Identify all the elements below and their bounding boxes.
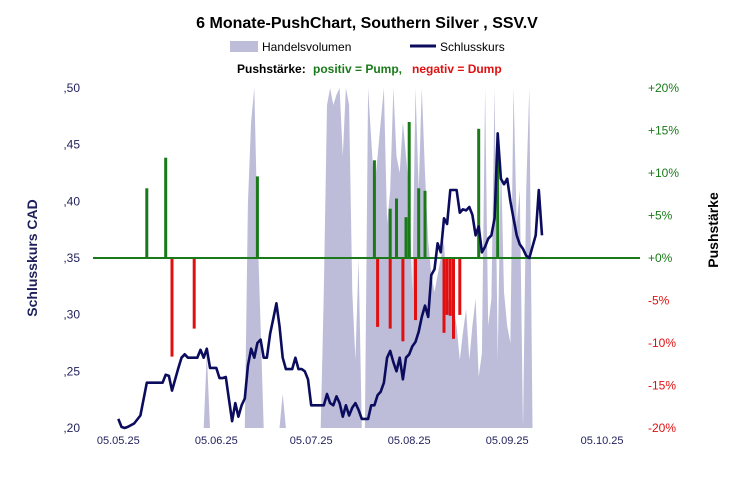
y-left-tick-label: ,25: [63, 364, 80, 378]
push-bar-dump: [388, 258, 392, 329]
x-tick-label: 05.05.25: [97, 435, 140, 447]
x-tick-label: 05.08.25: [388, 435, 431, 447]
push-bar-pump: [372, 160, 376, 259]
push-bar-pump: [145, 188, 149, 258]
push-bar-dump: [192, 258, 196, 329]
push-bar-dump: [401, 258, 405, 342]
push-legend-negative: negativ = Dump: [412, 62, 502, 76]
y-left-tick-label: ,20: [63, 421, 80, 435]
y-right-tick-label: +20%: [648, 81, 679, 95]
y-left-tick-label: ,40: [63, 194, 80, 208]
x-tick-label: 05.06.25: [195, 435, 238, 447]
x-tick-label: 05.07.25: [290, 435, 333, 447]
x-tick-label: 05.09.25: [486, 435, 529, 447]
y-right-tick-label: +0%: [648, 251, 673, 265]
x-axis-ticks: 05.05.25 05.06.25 05.07.25 05.08.25 05.09.25…: [97, 435, 624, 447]
y-right-tick-label: -20%: [648, 421, 676, 435]
push-bar-pump: [404, 217, 408, 258]
push-bar-pump: [477, 128, 481, 258]
push-bar-pump: [423, 190, 427, 258]
push-bar-dump: [170, 258, 174, 357]
push-legend-positive: positiv = Pump,: [313, 62, 402, 76]
legend-volume-label: Handelsvolumen: [262, 40, 351, 54]
push-bar-dump: [448, 258, 452, 316]
push-legend: Pushstärke: positiv = Pump, negativ = Du…: [237, 62, 502, 76]
push-legend-label: Pushstärke:: [237, 62, 306, 76]
push-bar-dump: [458, 258, 462, 315]
push-bar-dump: [442, 258, 446, 333]
push-bar-dump: [445, 258, 449, 315]
chart-title: 6 Monate-PushChart, Southern Silver , SS…: [196, 15, 538, 32]
y-axis-left-ticks: ,20 ,25 ,30 ,35 ,40 ,45 ,50: [63, 81, 80, 435]
y-axis-right-ticks: -20% -15% -10% -5% +0% +5% +10% +15% +20%: [648, 81, 679, 435]
close-line: [117, 132, 544, 430]
y-right-tick-label: +5%: [648, 209, 673, 223]
legend-close-label: Schlusskurs: [440, 40, 505, 54]
x-tick-label: 05.10.25: [581, 435, 624, 447]
push-bar-dump: [452, 258, 455, 339]
push-bar-pump: [407, 122, 411, 258]
push-bar-pump: [388, 208, 392, 258]
push-bar-pump: [417, 188, 421, 258]
push-bar-pump: [255, 176, 259, 258]
legend-volume-swatch: [230, 41, 258, 52]
push-bar-pump: [395, 198, 398, 258]
y-right-tick-label: +15%: [648, 124, 679, 138]
legend: Handelsvolumen Schlusskurs: [230, 40, 505, 54]
y-axis-right-title: Pushstärke: [705, 192, 721, 268]
y-axis-left-title: Schlusskurs CAD: [24, 199, 40, 316]
y-right-tick-label: -5%: [648, 294, 670, 308]
push-bar-dump: [376, 258, 380, 327]
push-bars-layer: [145, 122, 500, 357]
y-left-tick-label: ,50: [63, 81, 80, 95]
y-right-tick-label: -10%: [648, 336, 676, 350]
y-right-tick-label: +10%: [648, 166, 679, 180]
push-bar-pump: [164, 157, 168, 258]
y-left-tick-label: ,35: [63, 251, 80, 265]
y-right-tick-label: -15%: [648, 379, 676, 393]
close-line-layer: [117, 132, 544, 430]
y-left-tick-label: ,30: [63, 308, 80, 322]
push-bar-pump: [496, 152, 500, 258]
y-left-tick-label: ,45: [63, 138, 80, 152]
push-bar-dump: [414, 258, 417, 321]
